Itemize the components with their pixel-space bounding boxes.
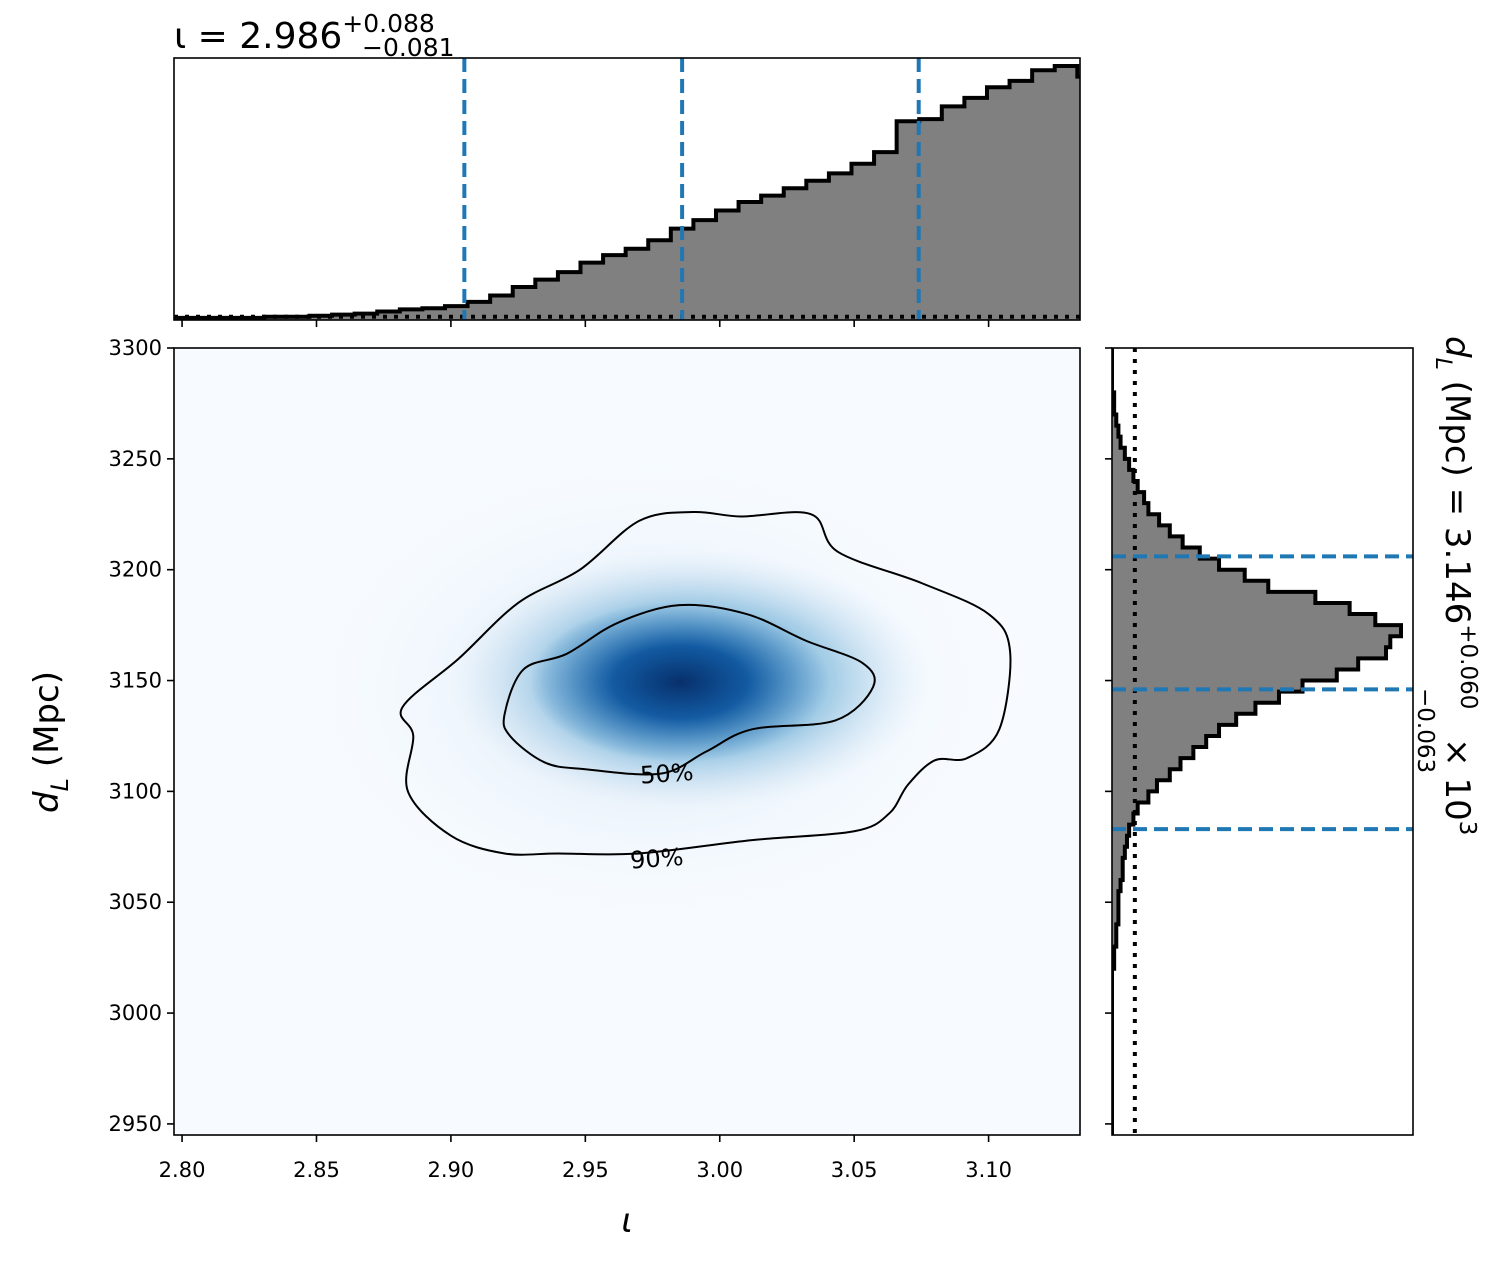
top-title-plus: +0.088 xyxy=(342,9,435,38)
top-histogram-fill xyxy=(174,66,1080,320)
y-tick-label-3: 3100 xyxy=(109,779,162,803)
top-title-minus: −0.081 xyxy=(362,33,455,62)
contour-label-50: 50% xyxy=(639,758,694,790)
right-ytick-marks xyxy=(1105,347,1112,1125)
right-title-unit: (Mpc) = 3.146 xyxy=(1437,370,1477,624)
right-title-minus: −0.063 xyxy=(1412,688,1438,773)
right-title-suffix: × 10 xyxy=(1437,727,1477,820)
y-tick-label-2: 3050 xyxy=(109,890,162,914)
right-panel-frame xyxy=(1111,347,1414,1136)
x-axis-label: ι xyxy=(621,1201,633,1241)
y-tick-label-6: 3250 xyxy=(109,447,162,471)
y-tick-label-4: 3150 xyxy=(109,669,162,693)
y-tick-label-5: 3200 xyxy=(109,558,162,582)
top-title-median: 2.986 xyxy=(239,16,342,57)
y-axis-label-main: d xyxy=(27,791,67,813)
y-tick-label-7: 3300 xyxy=(109,336,162,360)
x-tick-label-2: 2.90 xyxy=(428,1158,475,1182)
y-axis-label: dL (Mpc) xyxy=(27,671,74,813)
joint-panel-frame xyxy=(173,347,1081,1136)
contour-90-line xyxy=(399,511,1012,856)
main-ytick-group: 2950 3000 3050 3100 3150 3200 3250 3300 xyxy=(109,336,174,1136)
right-histogram-fill xyxy=(1112,348,1401,1135)
x-tick-label-1: 2.85 xyxy=(293,1158,340,1182)
right-title: dL (Mpc) = 3.146+0.060 × 103 xyxy=(1430,336,1481,835)
joint-density-panel: 50% 90% 2.80 2.85 2.90 2.95 3.00 3.05 3.10 295… xyxy=(27,336,1081,1241)
y-tick-label-0: 2950 xyxy=(109,1112,162,1136)
y-axis-label-unit: (Mpc) xyxy=(27,671,67,778)
x-tick-label-4: 3.00 xyxy=(696,1158,743,1182)
density-core xyxy=(530,602,830,762)
x-tick-label-6: 3.10 xyxy=(965,1158,1012,1182)
y-axis-label-sub: L xyxy=(46,778,74,791)
right-title-plus: +0.060 xyxy=(1455,624,1481,709)
y-tick-label-1: 3000 xyxy=(109,1001,162,1025)
top-title-prefix: ι = xyxy=(174,16,239,57)
top-marginal-panel: ι = 2.986+0.088 −0.081 xyxy=(173,9,1081,327)
x-tick-label-0: 2.80 xyxy=(159,1158,206,1182)
contour-50-line xyxy=(502,603,876,776)
top-xtick-marks xyxy=(181,320,990,327)
x-tick-label-5: 3.05 xyxy=(831,1158,878,1182)
top-panel-frame xyxy=(173,57,1081,321)
top-histogram-outline xyxy=(174,64,1080,320)
right-marginal-panel: dL (Mpc) = 3.146+0.060 × 103 −0.063 xyxy=(1105,336,1481,1136)
right-histogram-outline xyxy=(1112,348,1403,1135)
x-tick-label-3: 2.95 xyxy=(562,1158,609,1182)
density-layer xyxy=(280,440,1020,940)
contour-label-90: 90% xyxy=(629,843,684,875)
top-title: ι = 2.986+0.088 xyxy=(174,9,435,57)
right-title-d: d xyxy=(1437,336,1477,358)
right-title-exp: 3 xyxy=(1454,821,1480,836)
main-xtick-group: 2.80 2.85 2.90 2.95 3.00 3.05 3.10 xyxy=(159,1135,1012,1182)
right-title-sub: L xyxy=(1430,358,1455,370)
